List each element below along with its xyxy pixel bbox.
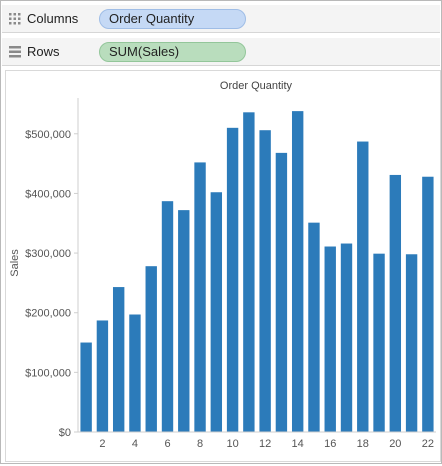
x-tick-label: 12	[259, 438, 271, 450]
sum-sales-pill[interactable]: SUM(Sales)	[99, 41, 246, 62]
bar-15[interactable]	[308, 222, 320, 432]
x-tick-label: 10	[226, 438, 238, 450]
bar-16[interactable]	[324, 246, 336, 432]
bar-18[interactable]	[357, 141, 369, 432]
bar-chart: Order Quantity Sales $0$100,000$200,000$…	[9, 80, 436, 450]
bars	[80, 111, 434, 433]
bar-8[interactable]	[194, 162, 206, 432]
rows-shelf: Rows SUM(Sales)	[2, 38, 440, 66]
x-tick-label: 2	[99, 438, 105, 450]
x-tick-label: 8	[197, 438, 203, 450]
y-axis-label: Sales	[9, 249, 21, 277]
bar-10[interactable]	[226, 127, 239, 433]
y-tick-label: $0	[59, 427, 71, 439]
bar-6[interactable]	[161, 201, 174, 432]
chart-title: Order Quantity	[220, 80, 293, 92]
y-tick-label: $400,000	[25, 188, 71, 200]
bar-4[interactable]	[129, 314, 141, 432]
x-tick-label: 20	[389, 438, 401, 450]
bar-19[interactable]	[373, 253, 385, 432]
bar-1[interactable]	[80, 342, 92, 432]
x-tick-label: 6	[164, 438, 170, 450]
x-tick-label: 18	[357, 438, 369, 450]
bar-22[interactable]	[422, 176, 434, 432]
bar-7[interactable]	[178, 210, 190, 432]
columns-shelf-icon	[9, 12, 21, 24]
x-tick-label: 22	[422, 438, 434, 450]
bar-17[interactable]	[340, 243, 353, 432]
x-tick-label: 4	[132, 438, 138, 450]
bar-12[interactable]	[259, 130, 271, 432]
bar-5[interactable]	[145, 266, 157, 432]
bar-11[interactable]	[243, 112, 255, 433]
bar-14[interactable]	[291, 111, 304, 432]
rows-shelf-icon	[9, 45, 21, 57]
bar-9[interactable]	[210, 192, 223, 432]
y-axis-ticks: $0 $100,000 $200,000 $300,000 $400,000 $500,0…	[25, 98, 79, 439]
bar-13[interactable]	[275, 152, 288, 432]
x-axis-ticks: 2 4 6 8 10 12 14 16 18 20 22	[99, 438, 434, 450]
x-tick-label: 14	[292, 438, 304, 450]
y-tick-label: $300,000	[25, 248, 71, 260]
y-tick-label: $200,000	[25, 308, 71, 320]
bar-21[interactable]	[405, 254, 418, 432]
bar-3[interactable]	[112, 287, 125, 432]
y-tick-label: $100,000	[25, 367, 71, 379]
bar-20[interactable]	[389, 174, 402, 433]
chart-area: Order Quantity Sales $0 $100,000 $200,000 $…	[5, 70, 441, 462]
columns-shelf: Columns Order Quantity	[2, 5, 440, 33]
bar-2[interactable]	[96, 320, 109, 432]
x-tick-label: 16	[324, 438, 336, 450]
y-tick-label: $500,000	[25, 129, 71, 141]
order-quantity-pill[interactable]: Order Quantity	[99, 8, 246, 29]
columns-shelf-label: Columns	[27, 11, 79, 26]
rows-shelf-label: Rows	[27, 44, 60, 59]
